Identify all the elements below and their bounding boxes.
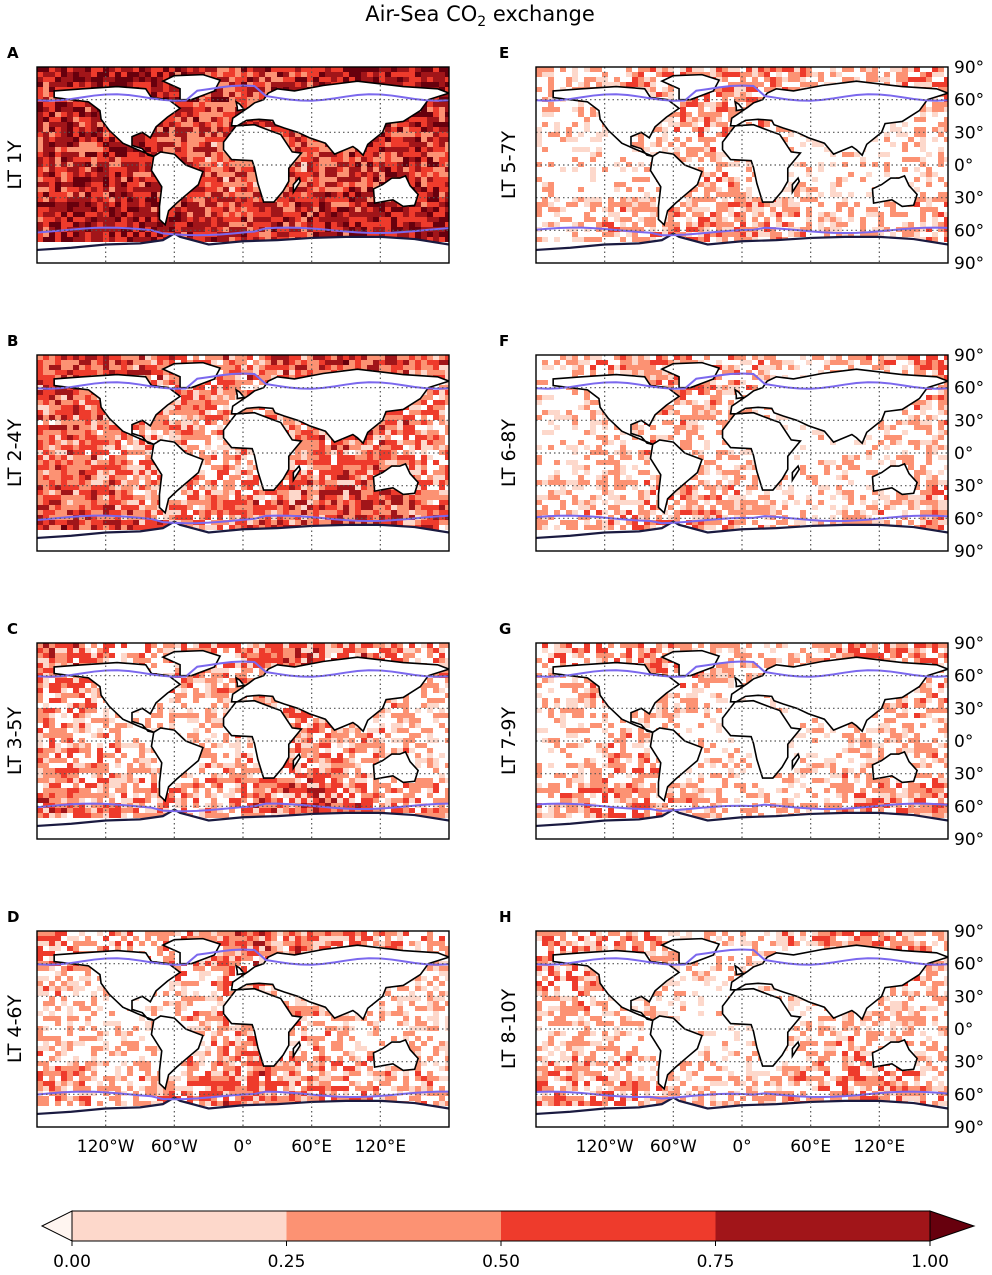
gridlines <box>37 67 449 263</box>
lat-tick-label: 60° <box>954 797 984 817</box>
panel-letter: E <box>499 44 509 62</box>
lat-tick-label: 30° <box>954 189 984 209</box>
panel-letter: A <box>7 44 19 62</box>
map-panel-g: G LT 7-9Y 90° 60° 30° 0° 30° 60° 90° <box>498 620 984 850</box>
lat-tick-label: 90° <box>954 922 984 942</box>
lat-tick-label: 60° <box>954 509 984 529</box>
panel-letter: C <box>7 620 18 638</box>
lead-time-label: LT 8-10Y <box>498 988 520 1069</box>
lon-tick-label: 60°E <box>291 1137 332 1157</box>
lat-tick-label: 90° <box>954 634 984 654</box>
lon-tick-label: 0° <box>732 1137 751 1157</box>
gridlines <box>37 931 449 1127</box>
colorbar-segment <box>501 1211 716 1241</box>
lead-time-label: LT 6-8Y <box>498 418 520 487</box>
map-frame <box>36 642 450 840</box>
lat-tick-label: 90° <box>954 1118 984 1138</box>
lead-time-label: LT 3-5Y <box>4 706 26 775</box>
gridlines <box>536 355 948 551</box>
map-frame <box>36 354 450 552</box>
colorbar-over-extension <box>929 1210 976 1242</box>
colorbar-tick-label: 0.00 <box>53 1252 91 1272</box>
lat-tick-label: 90° <box>954 58 984 78</box>
lon-tick-label: 60°W <box>151 1137 198 1157</box>
lat-tick-label: 60° <box>954 955 984 975</box>
lead-time-label: LT 1Y <box>4 140 26 190</box>
lon-tick-label: 60°W <box>650 1137 697 1157</box>
lead-time-label: LT 2-4Y <box>4 418 26 487</box>
panel-letter: G <box>499 620 511 638</box>
lat-tick-label: 0° <box>954 1020 973 1040</box>
lon-tick-label: 120°E <box>354 1137 406 1157</box>
lat-tick-label: 90° <box>954 542 984 562</box>
lat-tick-label: 90° <box>954 254 984 274</box>
map-frame <box>36 66 450 264</box>
colorbar-segment <box>715 1211 930 1241</box>
lat-tick-label: 60° <box>954 221 984 241</box>
gridlines <box>37 643 449 839</box>
lon-tick-label: 120°E <box>853 1137 905 1157</box>
gridlines <box>536 643 948 839</box>
gridlines <box>536 931 948 1127</box>
lat-tick-label: 0° <box>954 444 973 464</box>
panel-letter: F <box>499 332 509 350</box>
map-frame <box>36 930 450 1128</box>
lat-tick-label: 90° <box>954 346 984 366</box>
lon-tick-label: 120°W <box>576 1137 634 1157</box>
lat-tick-label: 0° <box>954 732 973 752</box>
lat-tick-label: 30° <box>954 699 984 719</box>
map-panel-a: A LT 1Y <box>4 44 450 264</box>
colorbar-under-extension <box>40 1210 73 1242</box>
gridlines <box>37 355 449 551</box>
lat-tick-label: 30° <box>954 1053 984 1073</box>
lat-tick-label: 60° <box>954 667 984 687</box>
map-panel-b: B LT 2-4Y <box>4 332 450 552</box>
colorbar: 0.00 0.25 0.50 0.75 1.00 <box>40 1210 976 1272</box>
lat-tick-label: 30° <box>954 477 984 497</box>
lead-time-label: LT 5-7Y <box>498 130 520 199</box>
colorbar-tick-label: 0.50 <box>482 1252 520 1272</box>
lon-tick-label: 60°E <box>790 1137 831 1157</box>
map-frame <box>535 66 949 264</box>
lat-tick-label: 60° <box>954 379 984 399</box>
map-panel-c: C LT 3-5Y <box>4 620 450 840</box>
lat-tick-label: 60° <box>954 1085 984 1105</box>
panel-letter: H <box>499 908 512 926</box>
map-frame <box>535 642 949 840</box>
colorbar-segment <box>286 1211 501 1241</box>
map-frame <box>535 930 949 1128</box>
lon-tick-label: 0° <box>233 1137 252 1157</box>
panel-letter: B <box>7 332 18 350</box>
map-panel-e: E LT 5-7Y 90° 60° 30° 0° 30° 60° 90° <box>498 44 984 274</box>
lat-tick-label: 0° <box>954 156 973 176</box>
gridlines <box>536 67 948 263</box>
lat-tick-label: 30° <box>954 987 984 1007</box>
lat-tick-label: 90° <box>954 830 984 850</box>
map-panel-d: D LT 4-6Y 120°W 60°W 0° 60°E 120°E <box>4 908 450 1157</box>
lead-time-label: LT 7-9Y <box>498 706 520 775</box>
colorbar-tick-label: 0.25 <box>268 1252 306 1272</box>
map-panel-h: H LT 8-10Y 90° 60° 30° 0° 30° 60° 90° 120°W 60°W 0°… <box>498 908 984 1157</box>
colorbar-tick-label: 0.75 <box>697 1252 735 1272</box>
map-panels: A LT 1Y B LT 2-4Y C LT 3-5Y D LT 4-6Y 120°W 60°W 0… <box>4 44 984 1157</box>
lead-time-label: LT 4-6Y <box>4 994 26 1063</box>
lat-tick-label: 30° <box>954 123 984 143</box>
colorbar-segment <box>72 1211 287 1241</box>
colorbar-tick-label: 1.00 <box>911 1252 949 1272</box>
panel-letter: D <box>7 908 19 926</box>
map-panel-f: F LT 6-8Y 90° 60° 30° 0° 30° 60° 90° <box>498 332 984 562</box>
lat-tick-label: 30° <box>954 765 984 785</box>
lat-tick-label: 60° <box>954 91 984 111</box>
figure-title: Air-Sea CO2 exchange <box>365 2 595 30</box>
lat-tick-label: 30° <box>954 411 984 431</box>
lon-tick-label: 120°W <box>77 1137 135 1157</box>
map-frame <box>535 354 949 552</box>
